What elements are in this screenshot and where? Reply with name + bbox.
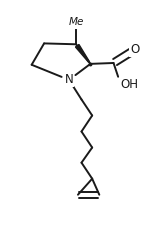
Text: N: N [65, 73, 73, 86]
Text: OH: OH [121, 78, 139, 91]
Polygon shape [75, 45, 89, 62]
Text: O: O [130, 43, 140, 56]
Text: Me: Me [68, 17, 84, 27]
